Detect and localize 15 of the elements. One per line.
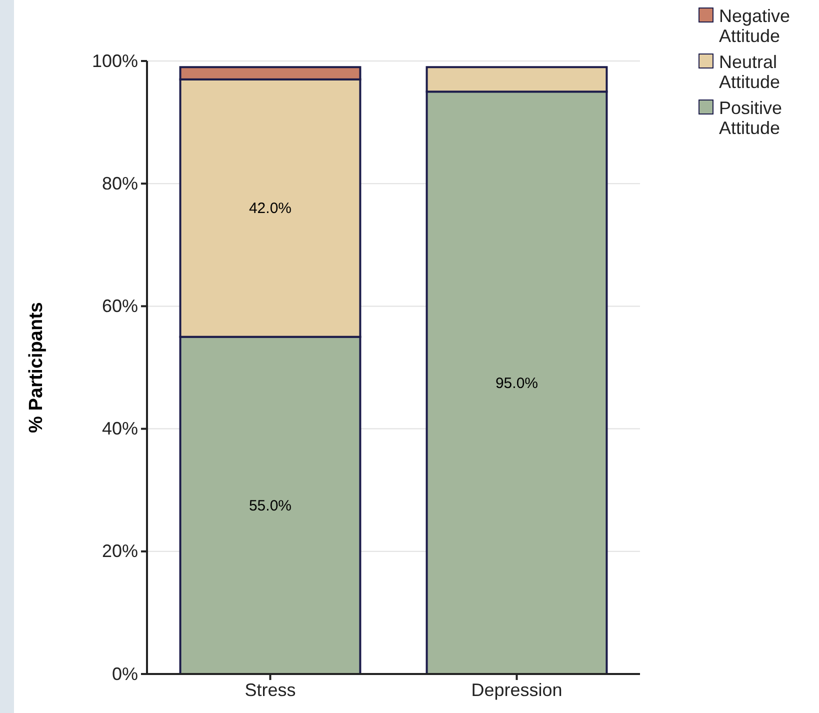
legend-label: Positive Attitude (719, 98, 782, 138)
y-tick-label: 100% (92, 50, 138, 71)
data-label: 42.0% (248, 200, 292, 218)
y-axis-title: % Participants (26, 302, 47, 433)
y-tick-label: 80% (102, 173, 138, 194)
y-tick-label: 60% (102, 296, 138, 316)
y-tick-label: 20% (102, 541, 138, 562)
y-tick-label: 40% (102, 418, 138, 439)
x-tick-label: Depression (471, 680, 562, 700)
data-label: 95.0% (495, 374, 538, 392)
y-tick-label: 0% (112, 664, 138, 684)
legend-label: Negative Attitude (719, 6, 790, 46)
data-label: 55.0% (248, 497, 292, 514)
legend-label: Neutral Attitude (719, 52, 780, 92)
x-tick-label: Stress (244, 680, 296, 700)
